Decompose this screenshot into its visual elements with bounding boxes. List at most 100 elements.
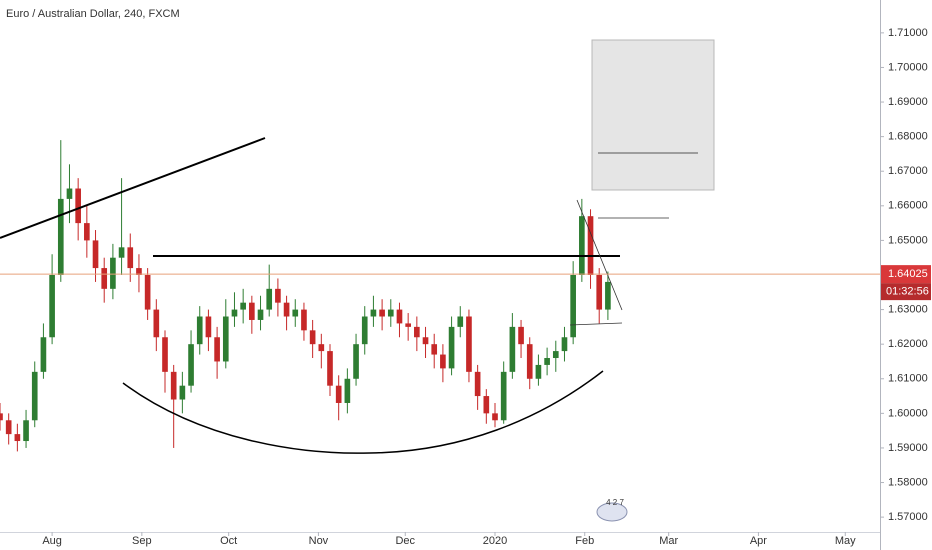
candle-body (414, 326, 420, 338)
candle-body (153, 309, 160, 338)
candle-body (474, 371, 481, 397)
candle-body (544, 358, 550, 365)
candle-body (222, 316, 229, 362)
candle-body (179, 385, 186, 400)
x-tick-label: Sep (132, 535, 152, 547)
y-tick-label: 1.61000 (888, 373, 928, 385)
candle-body (431, 344, 438, 355)
countdown-box (881, 283, 931, 301)
y-tick-label: 1.62000 (888, 338, 928, 350)
candle-body (92, 240, 99, 269)
candle-body (309, 330, 316, 345)
plot (0, 140, 611, 452)
y-tick-label: 1.63000 (888, 303, 928, 315)
cup-arc (122, 370, 604, 454)
x-tick-label: Mar (659, 535, 678, 547)
candle-body (110, 257, 116, 289)
candle-body (257, 309, 264, 320)
y-tick-label: 1.59000 (888, 442, 928, 454)
candle-body (361, 316, 368, 345)
trend-line (0, 137, 266, 239)
candle-body (387, 309, 394, 317)
badge-text: 4 2 7 (606, 498, 624, 507)
candle-body (353, 344, 359, 379)
badge: 4 2 7 (596, 498, 628, 522)
candle-body (448, 326, 455, 369)
candle-body (188, 344, 194, 386)
candle-body (535, 364, 542, 379)
candle-body (283, 302, 290, 317)
candle-body (440, 354, 446, 369)
wedge-line (576, 199, 623, 311)
candle-body (500, 371, 507, 421)
candle-body (579, 216, 585, 275)
candle-body (205, 316, 212, 338)
x-tick-label: 2020 (483, 535, 507, 547)
candle-body (23, 420, 29, 442)
y-tick-label: 1.70000 (888, 61, 928, 73)
candle-body (596, 274, 603, 310)
target-box (591, 39, 715, 191)
candle-body (552, 351, 559, 359)
y-tick-label: 1.69000 (888, 96, 928, 108)
y-tick-label: 1.60000 (888, 407, 928, 419)
candle-body (396, 309, 403, 324)
candle-body (587, 216, 594, 275)
candle-body (318, 344, 325, 352)
countdown-label: 01:32:56 (886, 286, 929, 298)
y-tick-label: 1.71000 (888, 27, 928, 39)
candle-body (214, 337, 220, 362)
last-price-label: 1.64025 (888, 268, 928, 280)
candle-body (466, 316, 472, 372)
candle-body (266, 288, 273, 310)
badge-icon (596, 502, 628, 522)
candle-body (75, 188, 81, 224)
candle-body (526, 344, 533, 379)
candle-body (84, 223, 90, 241)
candle-body (605, 281, 611, 310)
y-tick-label: 1.67000 (888, 165, 928, 177)
x-tick-label: Oct (220, 535, 237, 547)
candle-body (301, 309, 307, 331)
x-tick-label: Dec (395, 535, 415, 547)
candle-body (561, 337, 568, 352)
candle-body (570, 274, 576, 338)
candle-body (49, 274, 55, 338)
candle-body (136, 268, 142, 275)
y-tick-label: 1.58000 (888, 476, 928, 488)
candle-body (370, 309, 377, 317)
candle-body (379, 309, 385, 317)
candle-body (144, 274, 151, 310)
candle-body (5, 420, 12, 435)
candle-body (483, 396, 490, 414)
candle-body (422, 337, 429, 345)
y-tick-label: 1.66000 (888, 200, 928, 212)
candle-body (57, 198, 64, 275)
candle-body (31, 371, 38, 421)
x-tick-label: Feb (575, 535, 594, 547)
x-tick-label: Nov (309, 535, 329, 547)
candle-body (249, 302, 255, 320)
chart-title: Euro / Australian Dollar, 240, FXCM (6, 8, 180, 20)
candle-body (66, 188, 73, 199)
candle-body (344, 378, 351, 403)
candle-body (275, 288, 281, 303)
candle-body (40, 337, 47, 372)
candle-body (101, 268, 108, 289)
candle-body (118, 247, 125, 258)
candle-body (240, 302, 246, 310)
candle-body (196, 316, 203, 345)
x-tick-label: Apr (750, 535, 767, 547)
candle-body (327, 351, 333, 386)
candle-body (162, 337, 168, 372)
wedge-line (569, 322, 623, 326)
candle-body (127, 247, 134, 269)
y-tick-label: 1.57000 (888, 511, 928, 523)
candle-body (492, 413, 498, 421)
y-tick-label: 1.68000 (888, 131, 928, 143)
last-price-box (881, 265, 931, 284)
candle-body (231, 309, 238, 317)
x-tick-label: May (835, 535, 856, 547)
